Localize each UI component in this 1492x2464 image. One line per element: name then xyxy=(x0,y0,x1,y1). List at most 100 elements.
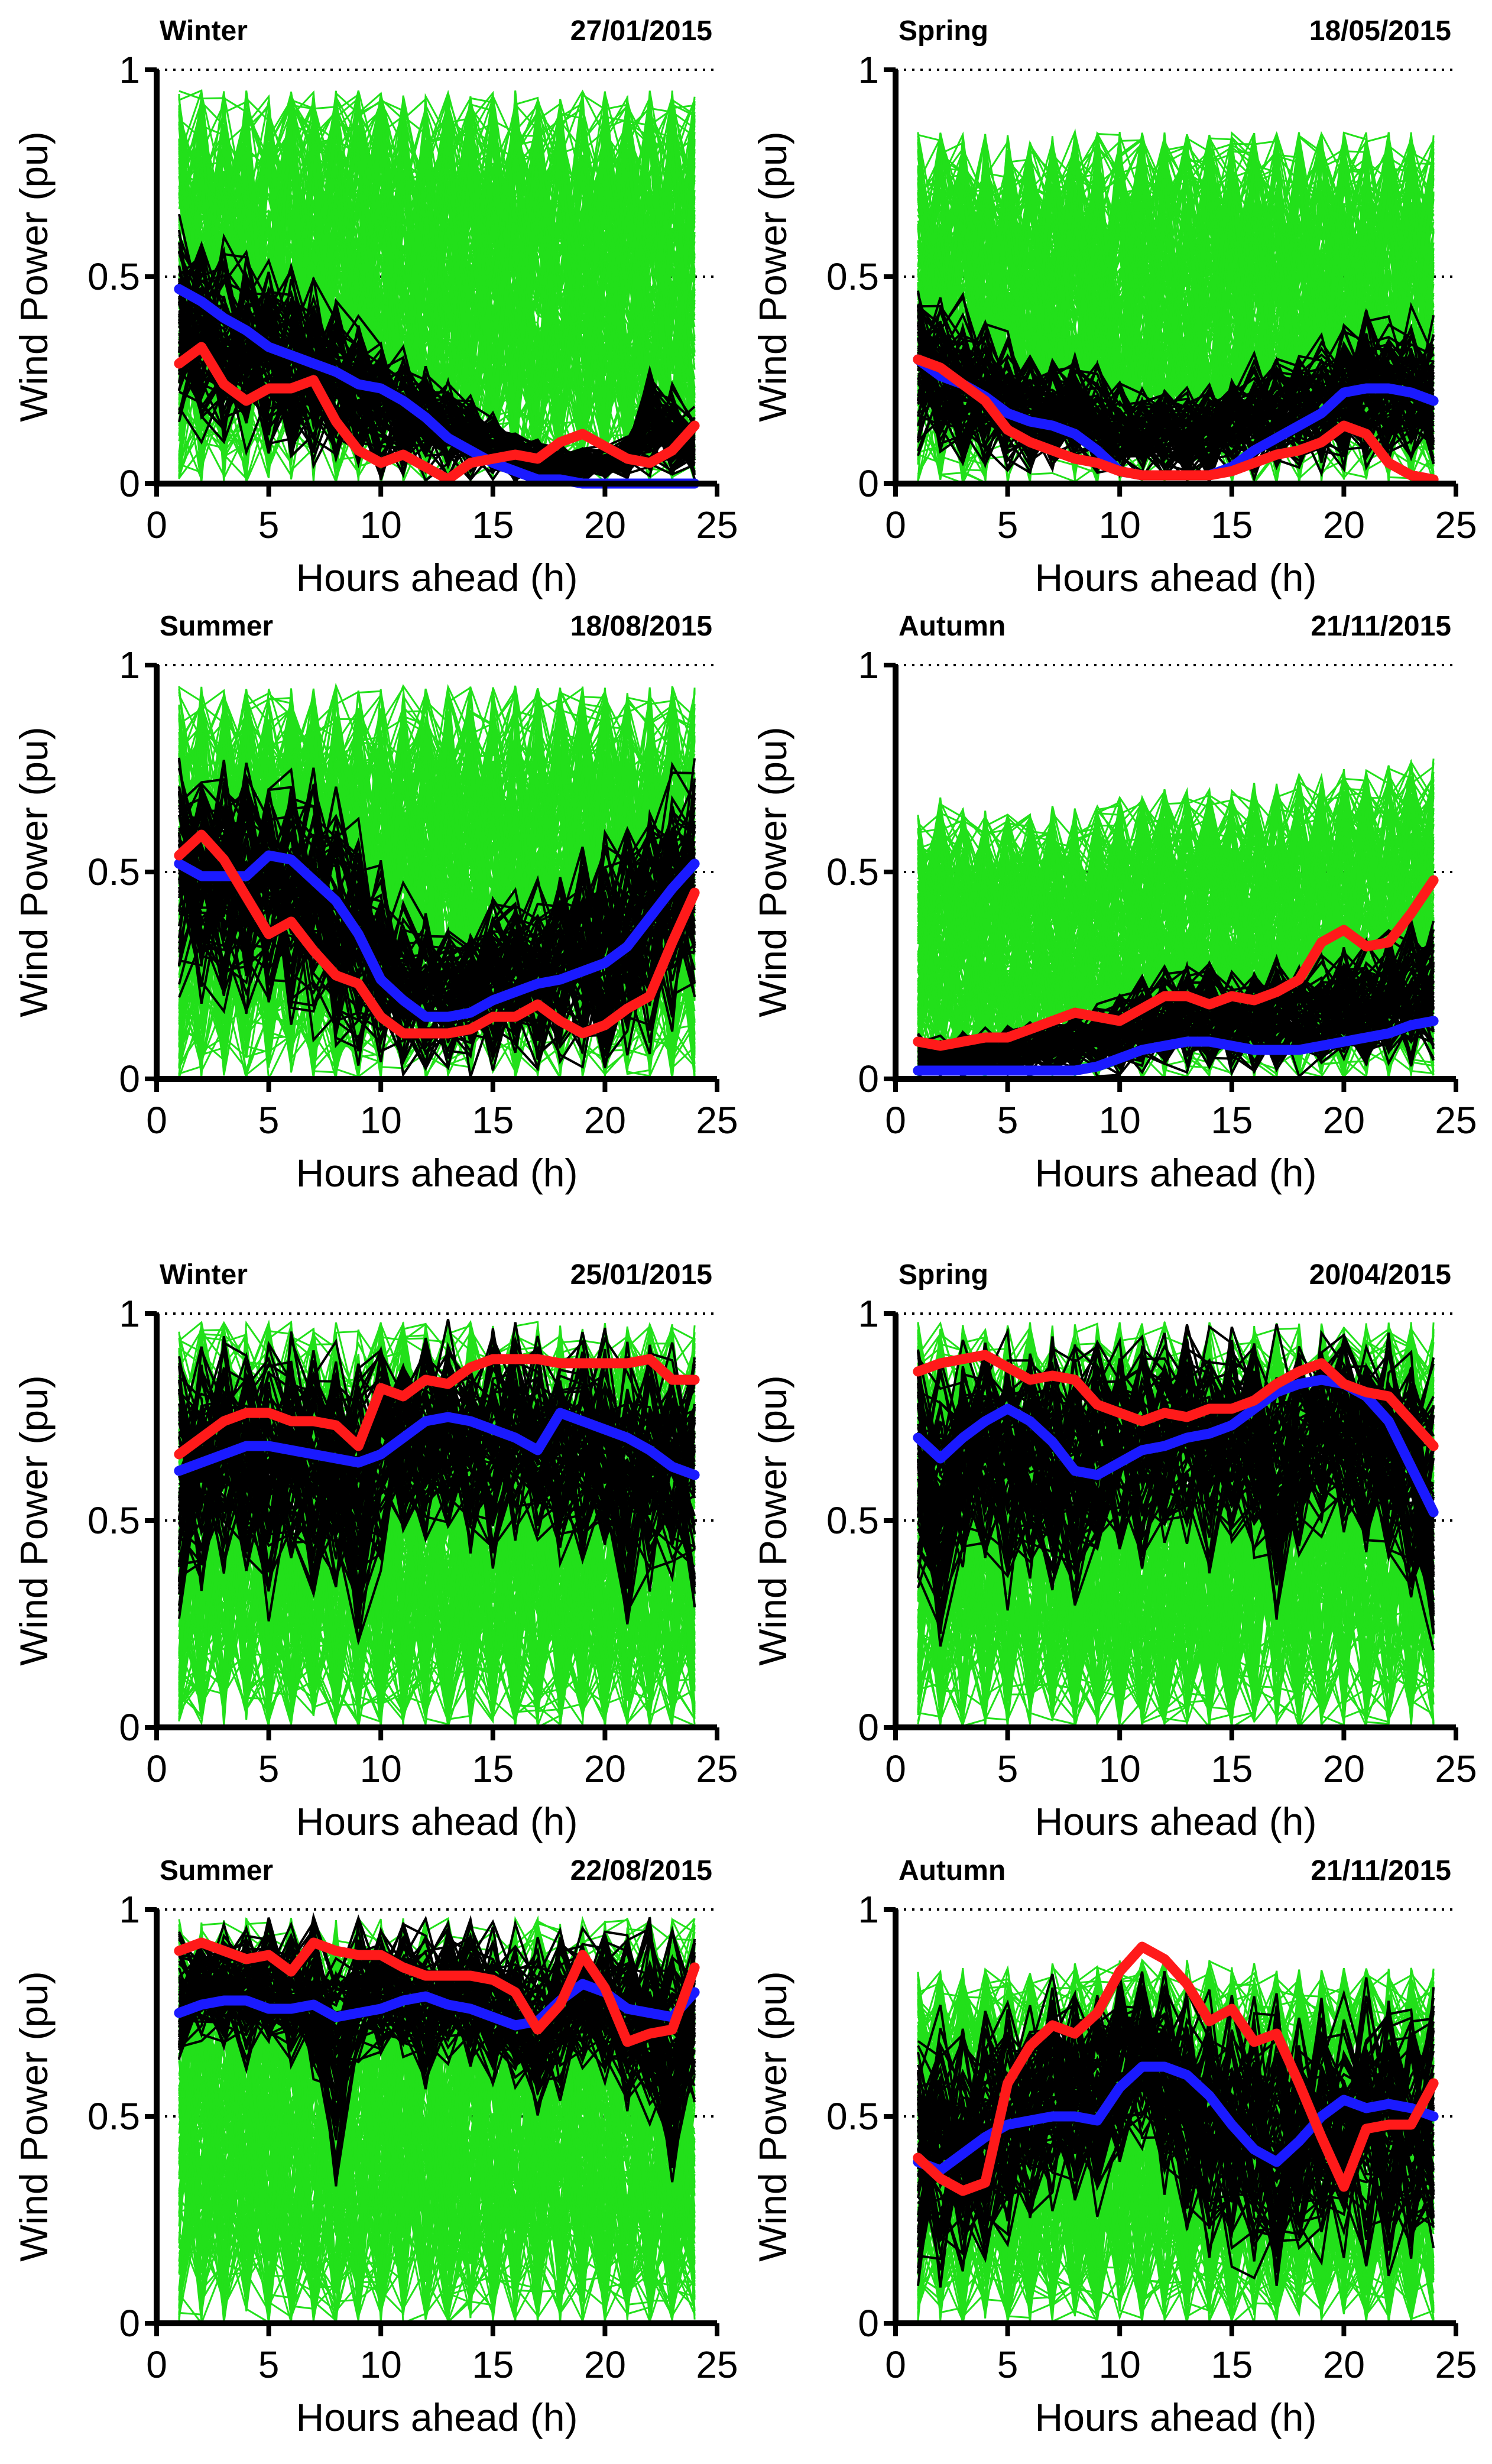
scenario-line xyxy=(917,131,1435,420)
sample-line xyxy=(178,1915,695,2067)
scenario-line xyxy=(917,789,1435,1065)
y-tick-label: 0 xyxy=(119,1706,140,1749)
sample-line xyxy=(917,992,1435,1077)
x-tick-label: 20 xyxy=(584,2343,626,2386)
panel-season-label: Autumn xyxy=(899,1855,1006,1886)
sample-line xyxy=(916,2002,1435,2222)
x-tick-label: 10 xyxy=(360,2343,402,2386)
x-tick-label: 0 xyxy=(146,1099,167,1142)
y-axis-label: Wind Power (pu) xyxy=(751,727,794,1017)
actual-line xyxy=(174,342,700,485)
y-axis-label: Wind Power (pu) xyxy=(12,727,56,1017)
scenario-line xyxy=(178,98,696,478)
sample-line xyxy=(178,778,696,1063)
x-tick-label: 15 xyxy=(472,504,514,546)
x-tick-label: 5 xyxy=(258,1748,280,1790)
x-tick-label: 5 xyxy=(997,1099,1019,1142)
panel-date-label: 22/08/2015 xyxy=(570,1855,712,1886)
scenario-line xyxy=(178,99,696,438)
x-tick-label: 5 xyxy=(258,1099,280,1142)
x-tick-label: 25 xyxy=(1435,2343,1477,2386)
sample-line xyxy=(916,1337,1435,1615)
panel-season-label: Winter xyxy=(160,15,248,47)
sample-line xyxy=(917,1343,1435,1635)
sample-line xyxy=(178,761,696,1017)
x-tick-label: 0 xyxy=(146,1748,167,1790)
x-axis-label: Hours ahead (h) xyxy=(296,2395,578,2439)
sample-line xyxy=(916,2022,1435,2251)
x-axis-label: Hours ahead (h) xyxy=(1035,2395,1317,2439)
y-tick-label: 1 xyxy=(858,48,879,91)
x-tick-label: 10 xyxy=(360,1099,402,1142)
scenario-line xyxy=(917,150,1435,453)
scenario-line xyxy=(179,1331,696,1715)
x-tick-label: 10 xyxy=(360,504,402,546)
sample-lines xyxy=(917,916,1435,1079)
sample-line xyxy=(177,778,696,1071)
y-tick-label: 0 xyxy=(858,1058,879,1100)
panel-season-label: Summer xyxy=(160,1855,273,1886)
y-tick-label: 0.5 xyxy=(87,2095,140,2138)
y-tick-label: 1 xyxy=(858,1888,879,1931)
sample-line xyxy=(177,1372,696,1586)
y-tick-label: 0.5 xyxy=(87,1499,140,1542)
scenario-line xyxy=(917,140,1434,470)
scenario-line xyxy=(917,150,1435,481)
x-tick-label: 10 xyxy=(1099,2343,1141,2386)
x-tick-label: 25 xyxy=(696,1099,738,1142)
actual-line xyxy=(174,829,700,1039)
x-tick-label: 10 xyxy=(360,1748,402,1790)
panel-date-label: 18/05/2015 xyxy=(1309,15,1451,47)
y-axis-label: Wind Power (pu) xyxy=(751,1375,794,1666)
y-tick-label: 1 xyxy=(119,644,140,686)
y-tick-label: 0.5 xyxy=(826,2095,879,2138)
sample-line xyxy=(916,1370,1435,1588)
y-axis-label: Wind Power (pu) xyxy=(12,1375,56,1666)
sample-line xyxy=(916,1987,1435,2259)
sample-line xyxy=(178,1345,696,1572)
y-tick-label: 1 xyxy=(119,1292,140,1335)
panel-date-label: 21/11/2015 xyxy=(1311,611,1451,642)
y-axis-label: Wind Power (pu) xyxy=(12,1971,56,2262)
x-tick-label: 0 xyxy=(885,2343,906,2386)
scenario-line xyxy=(917,787,1435,1063)
x-tick-label: 20 xyxy=(1323,504,1365,546)
sample-line xyxy=(916,2009,1435,2212)
scenario-line xyxy=(917,1325,1434,1725)
scenario-line xyxy=(178,1924,696,2310)
y-tick-label: 0 xyxy=(119,1058,140,1100)
x-tick-label: 20 xyxy=(584,1099,626,1142)
x-axis-label: Hours ahead (h) xyxy=(296,1800,578,1843)
sample-line xyxy=(917,357,1434,461)
y-tick-label: 0.5 xyxy=(87,255,140,298)
sample-line xyxy=(179,1933,696,2144)
x-tick-label: 25 xyxy=(1435,1748,1477,1790)
x-tick-label: 15 xyxy=(472,1748,514,1790)
x-tick-label: 20 xyxy=(1323,1099,1365,1142)
x-tick-label: 10 xyxy=(1099,1099,1141,1142)
x-tick-label: 25 xyxy=(1435,504,1477,546)
forecast-line xyxy=(174,850,700,1022)
forecast-line xyxy=(913,2061,1439,2176)
panel-season-label: Autumn xyxy=(899,611,1006,642)
scenario-line xyxy=(178,93,696,481)
sample-line xyxy=(178,313,696,478)
y-tick-label: 0 xyxy=(858,1706,879,1749)
x-tick-label: 15 xyxy=(1211,1099,1253,1142)
x-tick-label: 25 xyxy=(696,1748,738,1790)
sample-line xyxy=(917,1367,1435,1567)
sample-line xyxy=(917,968,1435,1072)
actual-line xyxy=(174,1937,700,2047)
y-tick-label: 0 xyxy=(858,2302,879,2345)
x-tick-label: 0 xyxy=(885,1748,906,1790)
panel-date-label: 18/08/2015 xyxy=(570,611,712,642)
y-tick-label: 1 xyxy=(858,644,879,686)
sample-lines xyxy=(177,213,696,485)
scenario-line xyxy=(917,782,1435,1077)
sample-line xyxy=(179,1360,696,1580)
x-tick-label: 5 xyxy=(997,1748,1019,1790)
